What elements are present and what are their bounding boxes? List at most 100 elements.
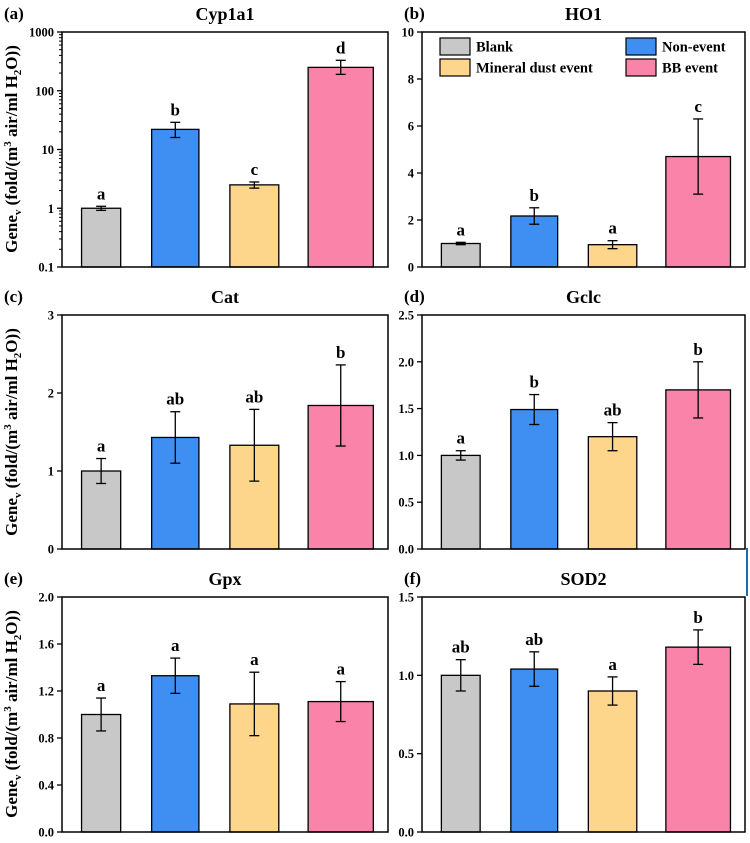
edge-divider	[746, 548, 748, 596]
panel-title: Cyp1a1	[195, 4, 254, 24]
y-tick-label: 0.0	[38, 826, 54, 840]
y-axis-label-part: 2	[12, 634, 24, 640]
y-axis-label-part: (fold/(m	[2, 430, 21, 493]
plot-frame	[61, 314, 389, 550]
bar-ho1-1	[510, 215, 559, 268]
y-tick-label: 6	[408, 120, 414, 134]
y-axis-label-part: 3	[2, 424, 14, 430]
legend-label: BB event	[662, 61, 718, 77]
y-tick-label: 1.5	[398, 402, 414, 416]
y-tick-label: 0.5	[398, 496, 414, 510]
y-tick-label: 0	[48, 543, 54, 557]
y-axis-label: Genev (fold/(m3 air/ml H2O))	[2, 610, 24, 818]
legend-swatch	[625, 58, 657, 77]
y-tick-label: 0.5	[398, 747, 414, 761]
y-axis-label-part: 3	[2, 706, 14, 712]
y-tick-label: 2	[408, 214, 414, 228]
y-tick-label: 10	[402, 26, 415, 40]
y-axis-label-part: O))	[2, 610, 21, 635]
y-tick-label: 3	[48, 309, 54, 323]
legend-swatch	[625, 37, 657, 56]
y-tick-label: 1	[48, 202, 54, 216]
significance-letter: ab	[604, 401, 622, 420]
bar-sod2-3	[665, 646, 732, 833]
y-axis-label-part: air/ml H	[2, 358, 21, 424]
bar-cyp1a1-2	[229, 184, 280, 268]
bar-gpx-1	[150, 675, 200, 833]
significance-letter: b	[693, 340, 702, 359]
bar-cyp1a1-3	[307, 66, 374, 268]
significance-letter: a	[171, 636, 180, 655]
y-axis-label-part: v	[12, 209, 24, 215]
significance-letter: d	[336, 38, 346, 57]
y-axis-label-part: 2	[12, 352, 24, 358]
y-tick-label: 2.5	[398, 309, 414, 323]
significance-letter: ab	[525, 630, 543, 649]
y-tick-label: 2.0	[38, 591, 54, 605]
y-axis-label: Genev (fold/(m3 air/ml H2O))	[2, 328, 24, 536]
bar-gclc-2	[587, 436, 638, 550]
bar-gclc-0	[440, 454, 481, 550]
panel-title: HO1	[565, 4, 602, 24]
panel-gpx: a a a a 0.0 0.4 0.8 1.2 1.6 2.0 (e) Gpx	[4, 569, 389, 840]
y-tick-label: 0	[408, 261, 414, 275]
panel-label: (e)	[4, 569, 23, 588]
y-tick-label: 0.4	[38, 779, 54, 793]
legend-swatch	[439, 58, 471, 77]
y-tick-label: 1.6	[38, 638, 54, 652]
significance-letter: a	[608, 655, 617, 674]
bar-sod2-0	[440, 674, 481, 833]
y-axis-label-part: (fold/(m	[2, 712, 21, 775]
significance-letter: a	[336, 660, 345, 679]
bar-sod2-2	[587, 690, 638, 833]
plot-frame	[421, 31, 746, 268]
plot-frame	[61, 596, 389, 833]
y-tick-label: 2	[48, 387, 54, 401]
y-axis-label-part: Gene	[2, 498, 21, 536]
significance-letter: c	[251, 160, 259, 179]
y-tick-label: 1	[48, 465, 54, 479]
bar-gclc-1	[510, 408, 559, 550]
bar-cyp1a1-1	[150, 128, 200, 268]
y-axis-label-part: v	[12, 492, 24, 498]
significance-letter: a	[250, 650, 259, 669]
bar-sod2-1	[510, 668, 559, 833]
panel-cyp1a1: a b c d 0.1 1 10 100 1000 (a) Cyp1a1	[4, 4, 389, 275]
panel-title: Cat	[211, 287, 239, 307]
panel-title: Gclc	[566, 287, 601, 307]
panel-label: (b)	[404, 4, 425, 23]
y-tick-label: 100	[35, 84, 54, 98]
legend-label: Blank	[476, 40, 514, 56]
y-tick-label: 1.0	[398, 669, 414, 683]
panel-label: (c)	[4, 287, 23, 306]
y-tick-label: 1.0	[398, 449, 414, 463]
y-axis-label-part: 3	[2, 141, 14, 147]
y-tick-label: 1.5	[398, 591, 414, 605]
y-axis-label-part: 2	[12, 69, 24, 75]
significance-letter: c	[694, 97, 702, 116]
plot-frame	[421, 596, 746, 833]
y-tick-label: 0.0	[398, 826, 414, 840]
significance-letter: b	[693, 608, 702, 627]
significance-letter: b	[530, 373, 539, 392]
significance-letter: b	[171, 100, 180, 119]
plot-frame	[421, 314, 746, 550]
y-axis-label-part: (fold/(m	[2, 147, 21, 210]
legend-swatch	[439, 37, 471, 56]
significance-letter: a	[97, 676, 106, 695]
legend-label: Mineral dust event	[476, 61, 593, 77]
y-tick-label: 8	[408, 73, 414, 87]
panel-ho1: a b a c 0 2 4 6 8 10 (b) HO1	[402, 4, 746, 275]
legend-label: Non-event	[662, 40, 726, 56]
y-tick-label: 1.2	[38, 685, 54, 699]
y-axis-label-part: Gene	[2, 215, 21, 253]
significance-letter: ab	[166, 390, 184, 409]
significance-letter: b	[530, 186, 539, 205]
y-tick-label: 10	[42, 143, 55, 157]
y-axis-label-part: v	[12, 774, 24, 780]
panel-cat: a ab ab b 0 1 2 3 (c) Cat	[4, 287, 389, 557]
significance-letter: ab	[452, 638, 470, 657]
